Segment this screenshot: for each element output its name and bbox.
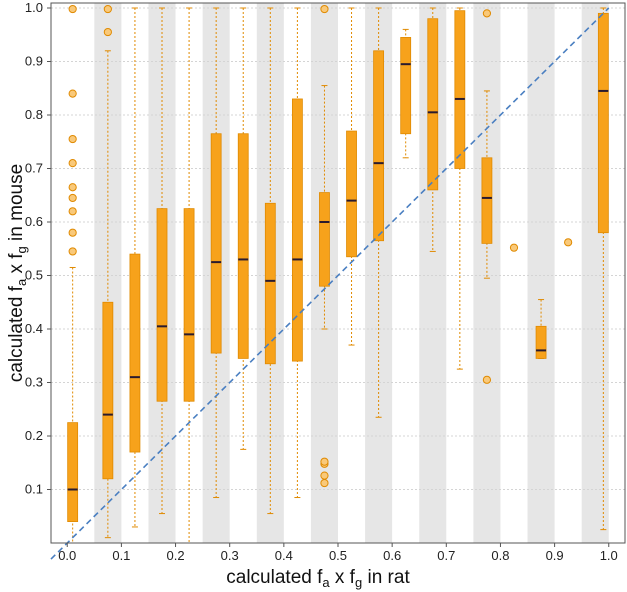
box bbox=[346, 130, 357, 258]
box bbox=[427, 18, 439, 191]
outlier-point bbox=[103, 4, 112, 14]
box-group bbox=[102, 4, 114, 539]
outlier-point bbox=[68, 183, 77, 192]
y-tick-label: 0.2 bbox=[25, 428, 43, 443]
box-group bbox=[183, 7, 195, 544]
outlier-point bbox=[320, 457, 329, 466]
x-tick-label: 0.6 bbox=[383, 548, 401, 563]
outlier-point bbox=[68, 159, 77, 168]
outlier-point bbox=[320, 4, 329, 14]
box-group bbox=[210, 7, 222, 499]
outlier-point bbox=[103, 27, 112, 37]
box bbox=[183, 208, 195, 402]
box-group bbox=[156, 7, 168, 515]
outlier-point bbox=[509, 243, 519, 252]
background-band bbox=[527, 3, 555, 543]
box-group bbox=[291, 7, 303, 499]
outlier-point bbox=[564, 238, 573, 247]
x-tick-label: 0.8 bbox=[491, 548, 509, 563]
y-tick-label: 0.1 bbox=[25, 482, 43, 497]
x-axis-label: calculated fa x fg in rat bbox=[226, 567, 410, 590]
box bbox=[156, 208, 168, 402]
box-group bbox=[597, 7, 609, 531]
box-group bbox=[264, 7, 276, 515]
background-band bbox=[473, 3, 501, 543]
box-group bbox=[454, 7, 466, 370]
x-tick-label: 0.0 bbox=[58, 548, 76, 563]
y-axis-ticks: 0.1 0.2 0.3 0.4 0.5 0.6 0.7 0.8 0.9 1.0 bbox=[25, 0, 51, 497]
box bbox=[210, 133, 222, 354]
outlier-point bbox=[68, 247, 77, 256]
box-group bbox=[319, 4, 330, 488]
box-group bbox=[346, 7, 357, 346]
x-tick-label: 0.4 bbox=[275, 548, 293, 563]
y-tick-label: 0.9 bbox=[25, 54, 43, 69]
box-group bbox=[237, 7, 249, 450]
outlier-point bbox=[68, 228, 77, 237]
box-group bbox=[481, 9, 493, 384]
box bbox=[400, 37, 412, 135]
x-tick-label: 0.7 bbox=[437, 548, 455, 563]
outlier-point bbox=[68, 193, 77, 203]
box bbox=[535, 325, 547, 359]
box bbox=[237, 133, 249, 359]
y-tick-label: 0.6 bbox=[25, 214, 43, 229]
box-group bbox=[129, 7, 141, 528]
box bbox=[597, 12, 609, 234]
identity-line bbox=[50, 7, 610, 560]
box bbox=[319, 192, 330, 287]
outlier-point bbox=[68, 4, 77, 14]
outlier-point bbox=[320, 478, 329, 488]
box bbox=[264, 202, 276, 365]
box-group bbox=[427, 7, 439, 252]
outlier-point bbox=[482, 375, 492, 384]
y-tick-label: 0.3 bbox=[25, 375, 43, 390]
y-tick-label: 1.0 bbox=[25, 0, 43, 15]
box bbox=[481, 157, 493, 244]
y-axis-label: calculated fa x fg in mouse bbox=[6, 164, 29, 382]
outlier-point bbox=[68, 207, 77, 216]
box bbox=[102, 301, 114, 480]
box bbox=[129, 253, 141, 453]
box bbox=[373, 50, 385, 242]
box bbox=[291, 98, 303, 362]
x-tick-label: 0.5 bbox=[329, 548, 347, 563]
x-tick-label: 0.9 bbox=[546, 548, 564, 563]
box-group bbox=[509, 243, 519, 252]
box-group bbox=[67, 4, 79, 544]
box-group bbox=[564, 238, 573, 247]
box-group bbox=[373, 7, 385, 418]
y-tick-label: 0.8 bbox=[25, 107, 43, 122]
box-group bbox=[400, 28, 412, 159]
box bbox=[67, 422, 79, 522]
outlier-point bbox=[68, 134, 77, 144]
box-group bbox=[535, 299, 547, 359]
y-tick-label: 0.4 bbox=[25, 321, 43, 336]
box-series bbox=[67, 4, 609, 544]
x-axis-ticks: 0.0 0.1 0.2 0.3 0.4 0.5 0.6 0.7 0.8 0.9 1.0 bbox=[58, 543, 618, 563]
y-tick-label: 0.5 bbox=[25, 268, 43, 283]
x-tick-label: 1.0 bbox=[600, 548, 618, 563]
outlier-point bbox=[482, 9, 492, 18]
y-tick-label: 0.7 bbox=[25, 161, 43, 176]
outlier-point bbox=[320, 471, 329, 480]
x-tick-label: 0.1 bbox=[112, 548, 130, 563]
x-tick-label: 0.2 bbox=[167, 548, 185, 563]
box bbox=[454, 10, 466, 169]
x-tick-label: 0.3 bbox=[221, 548, 239, 563]
outlier-point bbox=[68, 89, 77, 98]
